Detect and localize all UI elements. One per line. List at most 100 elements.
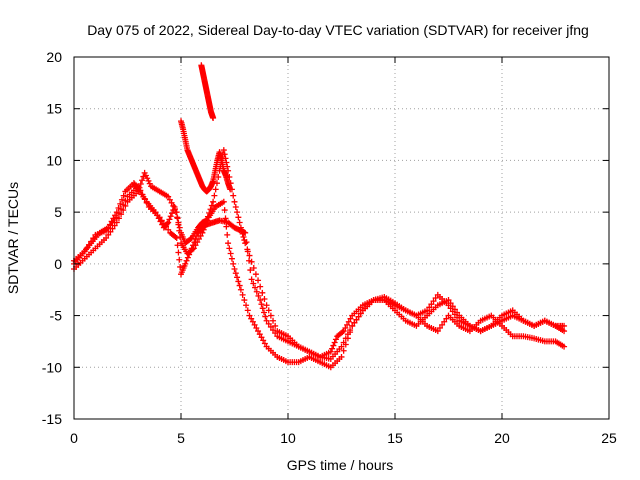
data-point <box>252 284 259 291</box>
data-point <box>255 292 262 299</box>
data-point <box>169 210 176 217</box>
data-point <box>139 191 146 198</box>
data-point <box>146 180 153 187</box>
data-point <box>272 330 279 337</box>
data-point <box>183 257 190 264</box>
data-point <box>267 312 274 319</box>
data-point <box>167 213 174 220</box>
data-point <box>342 335 349 342</box>
data-point <box>447 300 454 307</box>
data-point <box>143 199 150 206</box>
data-point <box>236 282 243 289</box>
data-point <box>236 219 243 226</box>
data-point <box>105 231 112 238</box>
data-point <box>340 339 347 346</box>
data-point <box>239 291 246 298</box>
data-point <box>120 201 127 208</box>
data-point <box>166 196 173 203</box>
grid-lines <box>74 57 609 419</box>
y-tick-label: -5 <box>50 308 63 324</box>
y-tick-label: 15 <box>46 101 62 117</box>
series-track-e <box>198 62 217 122</box>
data-point <box>355 313 362 320</box>
data-point <box>353 316 360 323</box>
data-point <box>428 301 435 308</box>
data-point <box>237 286 244 293</box>
data-point <box>184 254 191 261</box>
data-point <box>141 169 148 176</box>
data-point <box>187 236 194 243</box>
data-point <box>145 177 152 184</box>
data-point <box>156 214 163 221</box>
x-tick-label: 10 <box>280 430 296 446</box>
data-point <box>225 240 232 247</box>
data-point <box>253 324 260 331</box>
series-track-a <box>71 147 568 360</box>
data-point <box>351 319 358 326</box>
data-point <box>330 342 337 349</box>
data-point <box>175 249 182 256</box>
data-point <box>220 198 227 205</box>
data-point <box>261 340 268 347</box>
data-point <box>247 267 254 274</box>
data-point <box>250 280 257 287</box>
x-tick-label: 5 <box>177 430 185 446</box>
data-point <box>182 260 189 267</box>
data-points <box>71 62 568 371</box>
data-point <box>246 312 253 319</box>
data-point <box>443 315 450 322</box>
data-point <box>165 219 172 226</box>
data-point <box>340 347 347 354</box>
data-point <box>163 223 170 230</box>
data-point <box>157 218 164 225</box>
data-point <box>118 196 125 203</box>
data-point <box>139 177 146 184</box>
data-point <box>451 306 458 313</box>
data-point <box>191 239 198 246</box>
data-point <box>177 263 184 270</box>
data-point <box>432 294 439 301</box>
data-point <box>230 192 237 199</box>
y-tick-label: 20 <box>46 49 62 65</box>
data-point <box>231 266 238 273</box>
x-axis-label: GPS time / hours <box>287 457 394 473</box>
data-point <box>561 343 568 350</box>
y-tick-label: 0 <box>54 256 62 272</box>
data-point <box>85 241 92 248</box>
x-tick-label: 0 <box>70 430 78 446</box>
data-point <box>120 192 127 199</box>
data-point <box>259 289 266 296</box>
data-point <box>142 172 149 179</box>
data-point <box>256 331 263 338</box>
data-point <box>118 206 125 213</box>
data-point <box>141 195 148 202</box>
data-point <box>270 317 277 324</box>
data-point <box>88 238 95 245</box>
data-point <box>210 198 217 205</box>
data-point <box>158 217 165 224</box>
data-point <box>347 327 354 334</box>
data-point <box>441 318 448 325</box>
data-point <box>117 200 124 207</box>
data-point <box>103 235 110 241</box>
data-point <box>340 328 347 335</box>
data-point <box>83 245 90 252</box>
data-point <box>430 298 437 305</box>
data-point <box>211 192 218 199</box>
data-point <box>436 324 443 331</box>
data-point <box>135 183 142 190</box>
data-point <box>243 239 250 246</box>
data-point <box>176 256 183 263</box>
data-point <box>187 248 194 255</box>
data-point <box>338 343 345 350</box>
data-point <box>122 197 129 204</box>
data-point <box>338 353 345 360</box>
data-point <box>173 235 180 241</box>
data-point <box>234 274 241 281</box>
data-point <box>235 278 242 285</box>
data-point <box>188 245 195 252</box>
data-point <box>339 329 346 336</box>
data-point <box>357 310 364 317</box>
data-point <box>454 309 461 316</box>
data-point <box>255 328 262 335</box>
